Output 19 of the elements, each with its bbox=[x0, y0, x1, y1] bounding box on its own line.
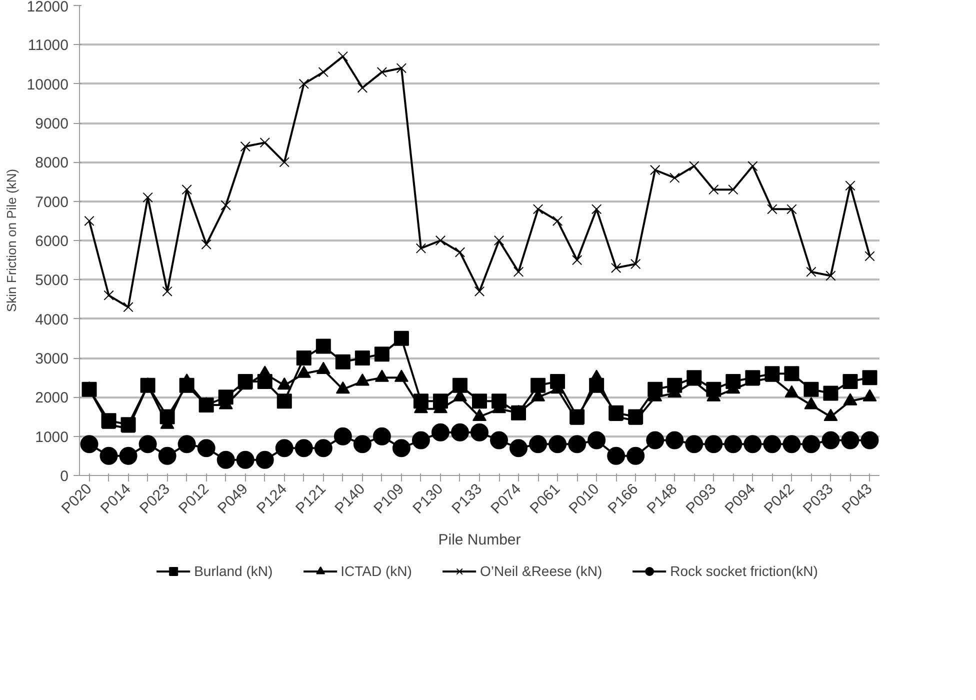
y-axis-title: Skin Friction on Pile (kN) bbox=[4, 168, 19, 312]
y-tick-label: 2000 bbox=[35, 390, 69, 407]
y-tick-label: 9000 bbox=[35, 116, 69, 132]
y-tick-label: 11000 bbox=[28, 37, 69, 54]
legend-label: Burland (kN) bbox=[194, 563, 273, 579]
y-tick-label: 1000 bbox=[35, 428, 69, 446]
y-tick-label: 8000 bbox=[35, 154, 69, 172]
y-tick-label: 3000 bbox=[35, 350, 69, 368]
y-tick-label: 7000 bbox=[35, 194, 69, 211]
y-tick-label: 0 bbox=[60, 468, 68, 485]
y-tick-label: 10000 bbox=[26, 76, 69, 94]
y-tick-label: 5000 bbox=[35, 272, 69, 290]
y-tick-label: 4000 bbox=[35, 311, 69, 328]
x-axis-title: Pile Number bbox=[438, 531, 521, 548]
legend-label: ICTAD (kN) bbox=[340, 563, 412, 579]
legend-label: Rock socket friction(kN) bbox=[670, 563, 818, 579]
y-tick-label: 6000 bbox=[35, 233, 69, 250]
y-tick-label: 12000 bbox=[26, 0, 69, 16]
legend-label: O’Neil &Reese (kN) bbox=[480, 563, 602, 579]
